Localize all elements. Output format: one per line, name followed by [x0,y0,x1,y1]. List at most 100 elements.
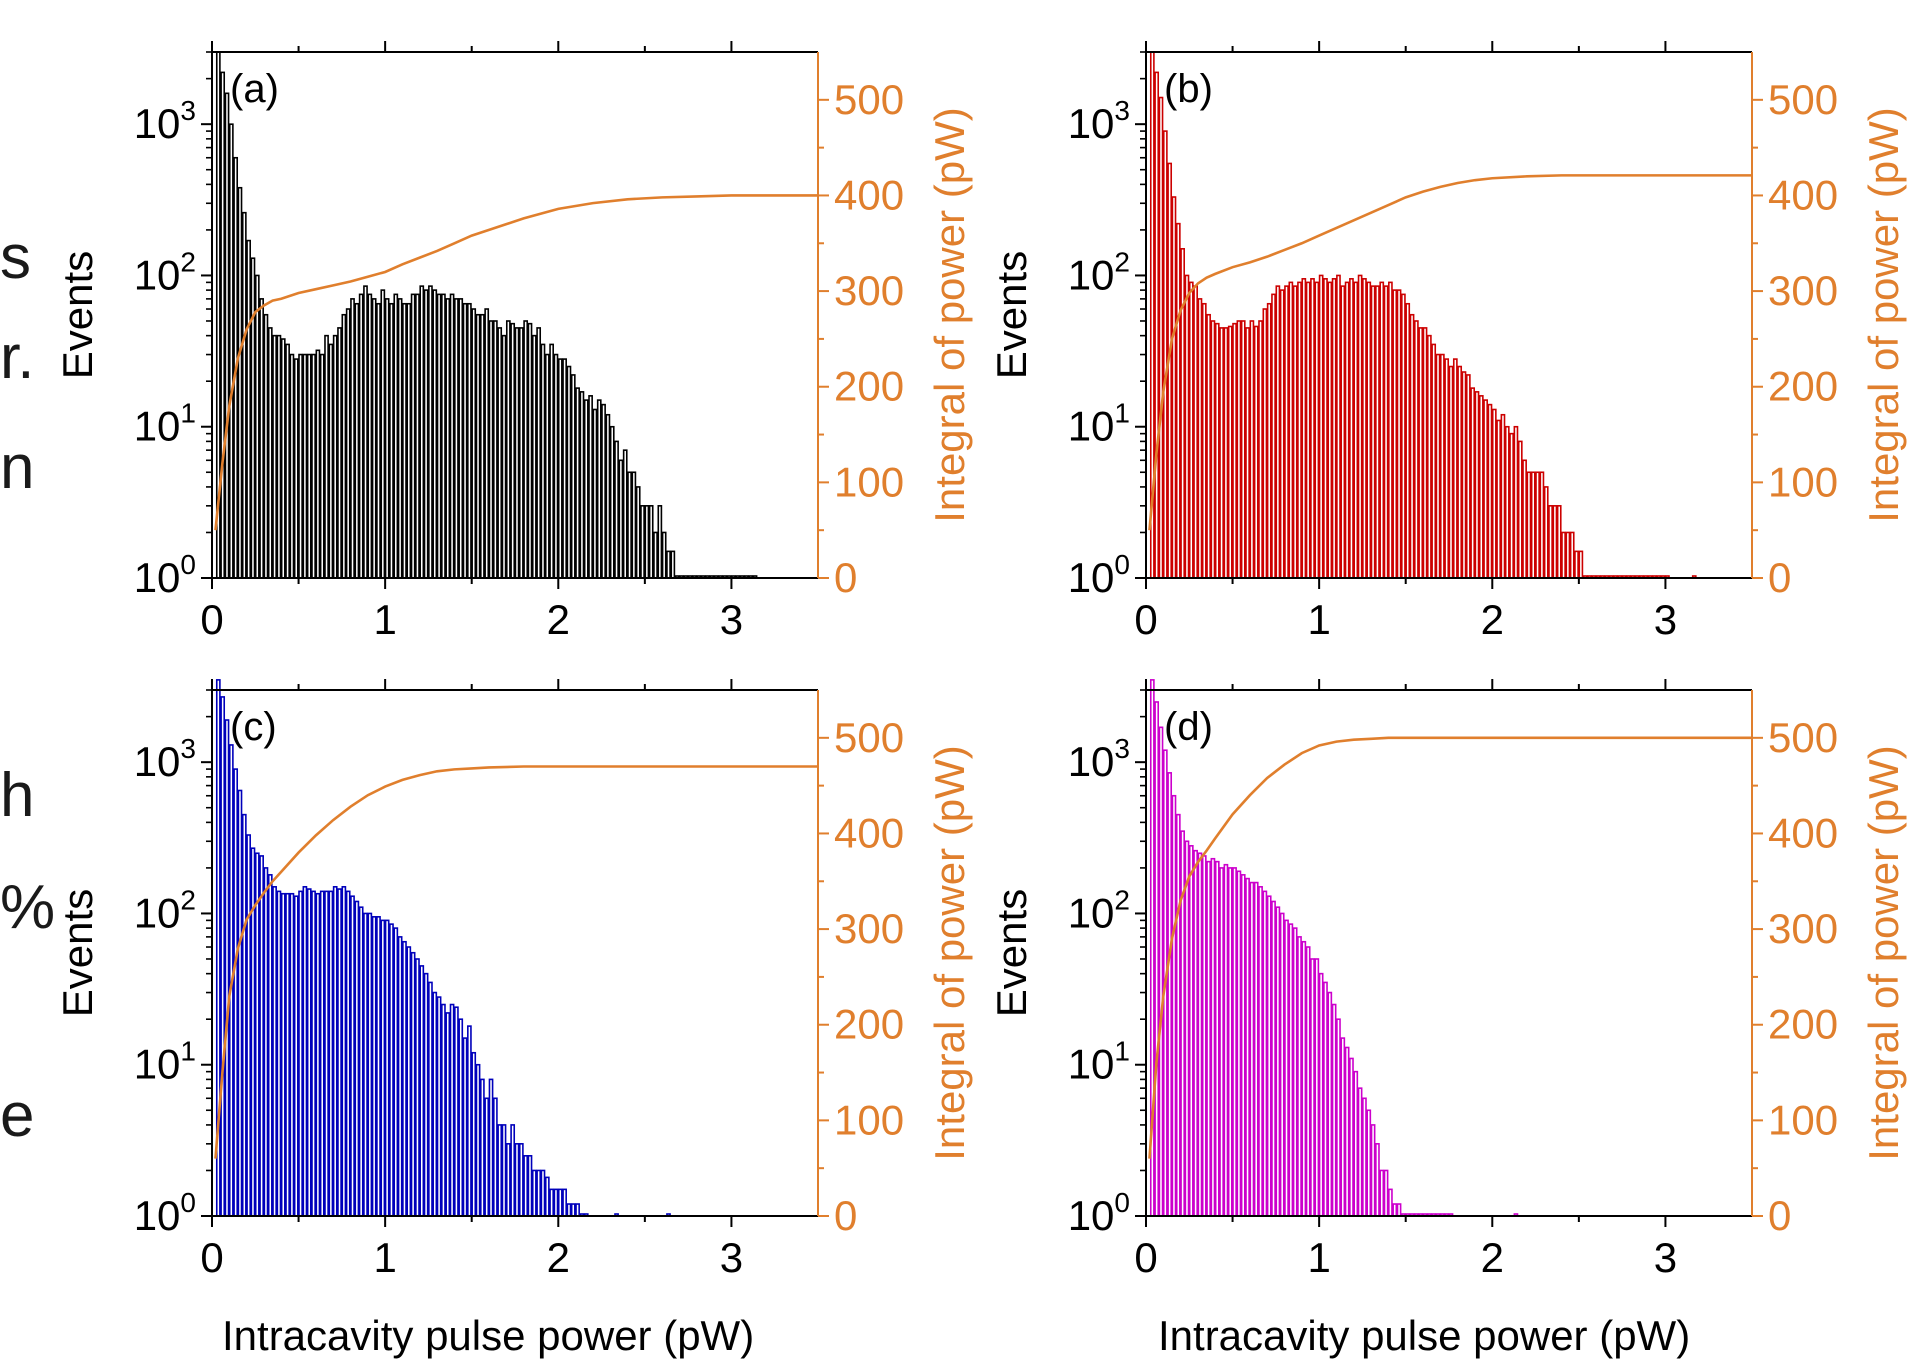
histogram-bar [449,1003,455,1217]
x-tick-label: 2 [1481,1234,1504,1281]
histogram-bar [302,353,308,579]
x-tick-label: 1 [373,596,396,643]
histogram-bar [241,813,247,1217]
histogram-bar [627,471,632,579]
x-tick-label: 3 [720,596,743,643]
y2-tick-label: 300 [1768,905,1838,952]
histogram-bar [1574,550,1579,579]
histogram-bar [462,1037,468,1217]
histogram-bar [1201,302,1207,579]
histogram-bar [1336,274,1341,579]
histogram-bar [224,92,230,579]
histogram-bar [397,936,403,1217]
histogram-bar [1556,505,1562,579]
histogram-bar [1288,923,1294,1217]
histogram-bar [272,334,277,579]
histogram-bar [423,972,429,1217]
y-tick-label: 102 [1068,884,1130,936]
histogram-bar [393,293,399,579]
y-tick-label: 101 [1068,1036,1130,1088]
histogram-bar [1344,281,1350,579]
histogram-bar [557,1188,563,1217]
histogram-bar [514,1143,520,1217]
histogram-bar [419,285,425,579]
histogram-bar [1444,358,1450,579]
histogram-bar [1565,531,1571,579]
histogram-bar [406,302,412,579]
histogram-bar [1530,471,1536,579]
histogram-bar [1236,870,1242,1217]
histogram-bar [1422,327,1428,579]
histogram-bar [1327,991,1333,1217]
histogram-bar [254,274,260,579]
histogram-bar [1162,130,1168,579]
histogram-bar [484,1097,490,1217]
histogram-bar [1526,471,1532,579]
histogram-bar [479,1078,485,1217]
histogram-bar [566,365,572,579]
histogram-bar [1340,1037,1346,1217]
histogram-bar [1349,1057,1354,1217]
x-tick-label: 2 [1481,596,1504,643]
histogram-bar [557,358,563,579]
y-tick-label: 101 [134,1036,196,1088]
panel-label: (b) [1164,67,1213,111]
histogram-bar [1301,278,1307,579]
histogram-bar [306,888,312,1217]
histogram-bar [1253,325,1259,579]
histogram-bar [228,123,234,579]
histogram-bar [1240,320,1246,579]
histogram-bar [341,886,347,1217]
histogram-bar [640,505,645,579]
y2-axis-title: Integral of power (pW) [1860,107,1907,523]
histogram-bar [1331,278,1337,579]
histogram-bar [1258,886,1263,1217]
text-fragment-6: e [0,1081,35,1150]
histogram-bar [492,1097,498,1217]
histogram-bar [1184,840,1190,1217]
y2-tick-label: 100 [834,458,904,505]
panel-label: (a) [230,67,279,111]
integral-curve [214,194,818,531]
histogram-bar [354,302,360,579]
x-tick-label: 3 [1654,1234,1677,1281]
histogram-bar [419,965,425,1217]
histogram-bar [501,1124,507,1217]
histogram-bar [544,1176,550,1217]
histogram-bar [1154,71,1160,579]
histogram-bar [622,449,628,579]
y2-tick-label: 0 [834,554,857,601]
histogram-bar [1310,278,1315,579]
histogram-bar [657,505,663,579]
histogram-bar [389,302,394,579]
histogram-bar [1392,289,1398,579]
histogram-bar [1249,320,1255,579]
histogram-bar [254,852,260,1217]
histogram-bar [570,1203,576,1217]
histogram-bar [1349,278,1354,579]
y2-tick-label: 500 [834,714,904,761]
y2-tick-label: 400 [1768,809,1838,856]
histogram-bar [1223,863,1229,1217]
histogram-bar [389,923,394,1217]
x-tick-label: 2 [547,596,570,643]
histogram-bar [267,874,273,1217]
histogram-bar [644,505,650,579]
histogram-bar [324,334,329,579]
histogram-bar [510,1124,516,1217]
y-axis-title: Events [988,251,1035,379]
histogram-bar [596,399,602,579]
histogram-bar [1305,281,1311,579]
histogram-bar [410,951,416,1217]
chart-panel-2: 0 1 2 31001011021030100200300400500(b)Event… [988,41,1907,643]
histogram-bar [1305,946,1311,1217]
histogram-bar [1539,471,1545,579]
histogram-bar [1340,285,1346,579]
histogram-bar [1548,505,1553,579]
histogram-bar [1370,1124,1376,1217]
histogram-bar [250,257,256,579]
histogram-bar [1292,285,1298,579]
y2-tick-label: 100 [834,1096,904,1143]
histogram-bar [341,313,347,579]
histogram-bar [1379,1169,1385,1217]
